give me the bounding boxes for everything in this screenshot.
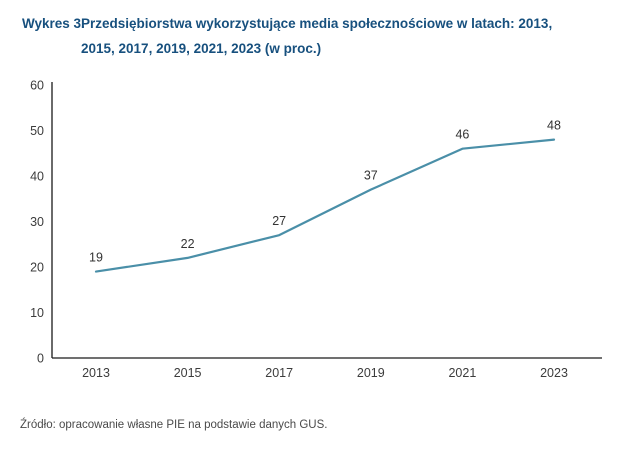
y-tick-label: 30 [30, 215, 44, 229]
data-point-label: 48 [547, 119, 561, 133]
data-point-label: 46 [455, 128, 469, 142]
x-tick-label: 2021 [448, 366, 476, 380]
data-point-label: 37 [364, 169, 378, 183]
y-tick-label: 50 [30, 124, 44, 138]
x-tick-label: 2023 [540, 366, 568, 380]
x-tick-label: 2017 [265, 366, 293, 380]
chart-title-text: Przedsiębiorstwa wykorzystujące media sp… [81, 11, 552, 61]
source-note: Źródło: opracowanie własne PIE na podsta… [20, 419, 328, 431]
x-tick-label: 2013 [82, 366, 110, 380]
y-tick-label: 20 [30, 261, 44, 275]
x-tick-label: 2019 [357, 366, 385, 380]
y-tick-label: 40 [30, 170, 44, 184]
line-chart-svg: 0 10 20 30 40 50 60 2013 2015 2017 2019 2021 2023 19 2… [30, 79, 602, 380]
chart-title-line2: 2015, 2017, 2019, 2021, 2023 (w proc.) [81, 41, 322, 56]
chart-title-line1: Przedsiębiorstwa wykorzystujące media sp… [81, 16, 553, 31]
chart-title: Wykres 3. Przedsiębiorstwa wykorzystując… [22, 11, 552, 61]
y-tick-label: 10 [30, 306, 44, 320]
x-tick-label: 2015 [174, 366, 202, 380]
data-point-label: 27 [272, 214, 286, 228]
chart-number: Wykres 3. [22, 16, 85, 31]
y-tick-label: 0 [37, 352, 44, 366]
data-point-label: 22 [181, 237, 195, 251]
data-point-label: 19 [89, 251, 103, 265]
data-line [94, 138, 556, 273]
line-chart: 0 10 20 30 40 50 60 2013 2015 2017 2019 2021 2023 19 2… [0, 72, 637, 402]
y-tick-label: 60 [30, 79, 44, 93]
